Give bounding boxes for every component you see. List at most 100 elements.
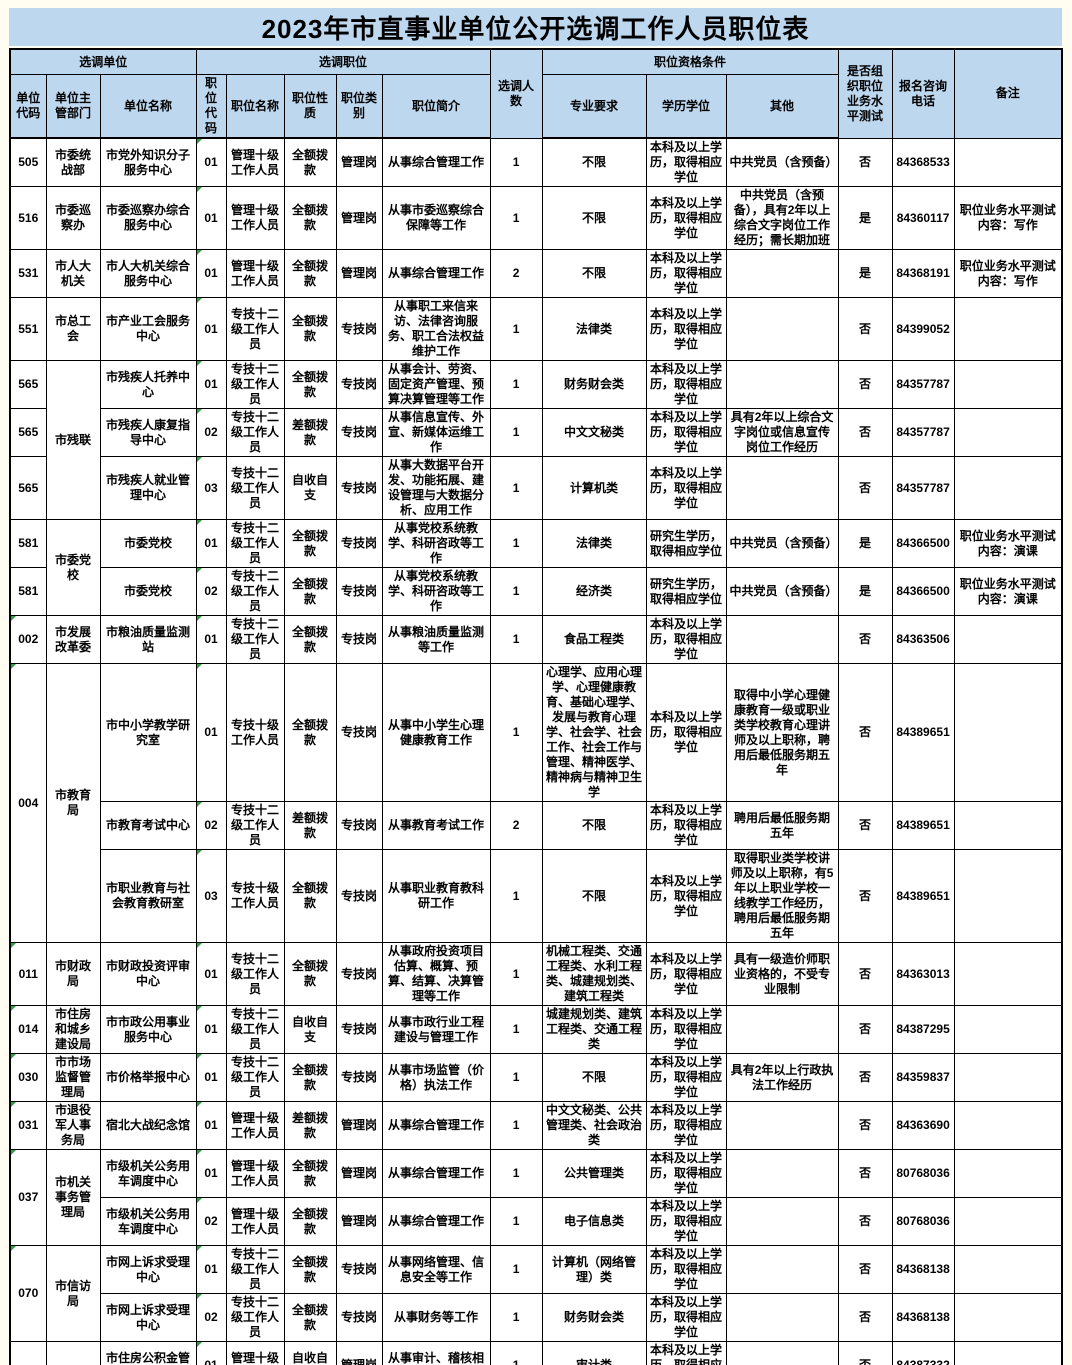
cell-pos-nature: 差额拨款: [283, 408, 337, 457]
table-row: 030 市市场监督管理局 市价格举报中心 01 专技十二级工作人员 全额拨款 专技岗 从事市场…: [9, 1053, 1063, 1102]
cell-degree: 本科及以上学历，取得相应学位: [645, 1293, 727, 1342]
cell-remark: [953, 456, 1063, 520]
cell-dept: 市委统战部: [45, 137, 101, 187]
cell-unit-name: 市委巡察办综合服务中心: [99, 186, 197, 250]
cell-remark: [953, 360, 1063, 409]
cell-pos-desc: 从事中小学生心理健康教育工作: [381, 663, 491, 802]
cell-dept: 市住房和城乡建设局: [45, 1005, 101, 1054]
cell-pos-nature: 全额拨款: [283, 297, 337, 361]
cell-major: 经济类: [541, 567, 647, 616]
header-col-test: 是否组织职位业务水平测试: [837, 48, 893, 139]
cell-other: [725, 297, 839, 361]
cell-pos-code: 02: [195, 1197, 227, 1246]
cell-dept: 市委巡察办: [45, 186, 101, 250]
cell-phone: 84368191: [891, 249, 955, 298]
cell-major: 不限: [541, 186, 647, 250]
cell-pos-desc: 从事粮油质量监测等工作: [381, 615, 491, 664]
cell-pos-type: 管理岗: [335, 1341, 383, 1365]
cell-pos-nature: 差额拨款: [283, 801, 337, 850]
cell-unit-name: 市财政投资评审中心: [99, 942, 197, 1006]
cell-pos-code: 01: [195, 1245, 227, 1294]
cell-remark: [953, 1245, 1063, 1294]
table-row: 市职业教育与社会教育教研室 03 专技十级工作人员 全额拨款 专技岗 从事职业教育教科研工…: [10, 849, 1063, 943]
cell-count: 1: [489, 186, 543, 250]
cell-major: 电子信息类: [541, 1197, 647, 1246]
cell-count: 1: [489, 1341, 543, 1365]
header-degree: 学历学位: [645, 74, 727, 139]
table-row: 市网上诉求受理中心 02 专技十二级工作人员 全额拨款 专技岗 从事财务等工作 1 财务财会类…: [10, 1293, 1063, 1342]
cell-pos-type: 专技岗: [335, 297, 383, 361]
cell-count: 1: [489, 408, 543, 457]
cell-unit-code: 070: [9, 1245, 47, 1342]
cell-pos-desc: 从事会计、劳资、固定资产管理、预算决算管理等工作: [381, 360, 491, 409]
cell-other: 中共党员（含预备），具有2年以上综合文字岗位工作经历；需长期加班: [725, 186, 839, 250]
header-group-position: 选调职位: [195, 48, 491, 75]
cell-pos-nature: 全额拨款: [283, 1293, 337, 1342]
cell-phone: 84389651: [891, 801, 955, 850]
cell-test: 否: [837, 360, 893, 409]
cell-pos-desc: 从事综合管理工作: [381, 1197, 491, 1246]
cell-pos-name: 管理十级工作人员: [225, 186, 285, 250]
cell-test: 否: [837, 456, 893, 520]
cell-unit-name: 市残疾人康复指导中心: [99, 408, 197, 457]
cell-count: 1: [489, 567, 543, 616]
cell-pos-code: 02: [195, 1293, 227, 1342]
table-row: 581 市委党校 02 专技十二级工作人员 全额拨款 专技岗 从事党校系统教学、科研咨政等工…: [9, 567, 1063, 616]
cell-degree: 本科及以上学历，取得相应学位: [645, 137, 727, 187]
cell-unit-code: 581: [9, 567, 47, 616]
cell-count: 1: [489, 137, 543, 187]
cell-degree: 本科及以上学历，取得相应学位: [645, 942, 727, 1006]
cell-unit-code: 014: [9, 1005, 47, 1054]
table-row: 516 市委巡察办 市委巡察办综合服务中心 01 管理十级工作人员 全额拨款 管理岗 从事市委…: [9, 186, 1063, 250]
cell-test: 否: [837, 1101, 893, 1150]
cell-pos-name: 管理十级工作人员: [225, 1197, 285, 1246]
cell-pos-name: 管理十级工作人员: [225, 1149, 285, 1198]
table-body: 505 市委统战部 市党外知识分子服务中心 01 管理十级工作人员 全额拨款 管理岗 从事综合…: [9, 137, 1063, 1365]
cell-degree: 本科及以上学历，取得相应学位: [645, 1341, 727, 1365]
header-dept: 单位主管部门: [45, 74, 101, 139]
cell-count: 1: [489, 849, 543, 943]
cell-unit-name: 市中小学教学研究室: [99, 663, 197, 802]
cell-unit-name: 市职业教育与社会教育教研室: [99, 849, 197, 943]
cell-unit-name: 市残疾人托养中心: [99, 360, 197, 409]
cell-pos-type: 专技岗: [335, 360, 383, 409]
cell-pos-desc: 从事综合管理工作: [381, 249, 491, 298]
page-title: 2023年市直事业单位公开选调工作人员职位表: [9, 8, 1062, 46]
table-row: 004 市教育局 市中小学教学研究室 01 专技十级工作人员 全额拨款 专技岗 从事中小学生心…: [9, 663, 1063, 943]
header-unit-name: 单位名称: [99, 74, 197, 139]
cell-major: 机械工程类、交通工程类、水利工程类、城建规划类、建筑工程类: [541, 942, 647, 1006]
header-group-qualification: 职位资格条件: [541, 48, 839, 75]
cell-remark: 职位业务水平测试内容：演课: [953, 567, 1063, 616]
table-header: 选调单位 选调职位 选调人数 职位资格条件 是否组织职位业务水平测试 报名咨询电…: [9, 48, 1063, 139]
cell-pos-type: 管理岗: [335, 1197, 383, 1246]
cell-major: 心理学、应用心理学、心理健康教育、基础心理学、发展与教育心理学、社会学、社会工作…: [541, 663, 647, 802]
cell-pos-type: 专技岗: [335, 408, 383, 457]
cell-pos-desc: 从事财务等工作: [381, 1293, 491, 1342]
cell-pos-desc: 从事综合管理工作: [381, 1101, 491, 1150]
cell-test: 否: [837, 1197, 893, 1246]
cell-pos-name: 专技十二级工作人员: [225, 801, 285, 850]
cell-dept: 市机关事务管理局: [45, 1149, 101, 1246]
cell-pos-nature: 全额拨款: [283, 942, 337, 1006]
cell-pos-nature: 自收自支: [283, 456, 337, 520]
cell-pos-name: 管理十级工作人员: [225, 137, 285, 187]
cell-other: [725, 615, 839, 664]
cell-pos-nature: 全额拨款: [283, 360, 337, 409]
cell-remark: [953, 849, 1063, 943]
cell-pos-desc: 从事职业教育教科研工作: [381, 849, 491, 943]
cell-pos-nature: 全额拨款: [283, 1053, 337, 1102]
cell-pos-desc: 从事审计、稽核相关工作: [381, 1341, 491, 1365]
cell-pos-type: 专技岗: [335, 567, 383, 616]
cell-pos-name: 管理十级工作人员: [225, 1341, 285, 1365]
cell-pos-desc: 从事政府投资项目估算、概算、预算、结算、决算管理等工作: [381, 942, 491, 1006]
cell-count: 1: [489, 297, 543, 361]
cell-test: 否: [837, 137, 893, 187]
header-unit-code: 单位代码: [9, 74, 47, 139]
cell-pos-nature: 全额拨款: [283, 137, 337, 187]
cell-pos-name: 专技十级工作人员: [225, 849, 285, 943]
cell-unit-name: 市党外知识分子服务中心: [99, 137, 197, 187]
cell-test: 否: [837, 297, 893, 361]
cell-pos-desc: 从事教育考试工作: [381, 801, 491, 850]
cell-other: [725, 1197, 839, 1246]
cell-pos-code: 01: [195, 186, 227, 250]
